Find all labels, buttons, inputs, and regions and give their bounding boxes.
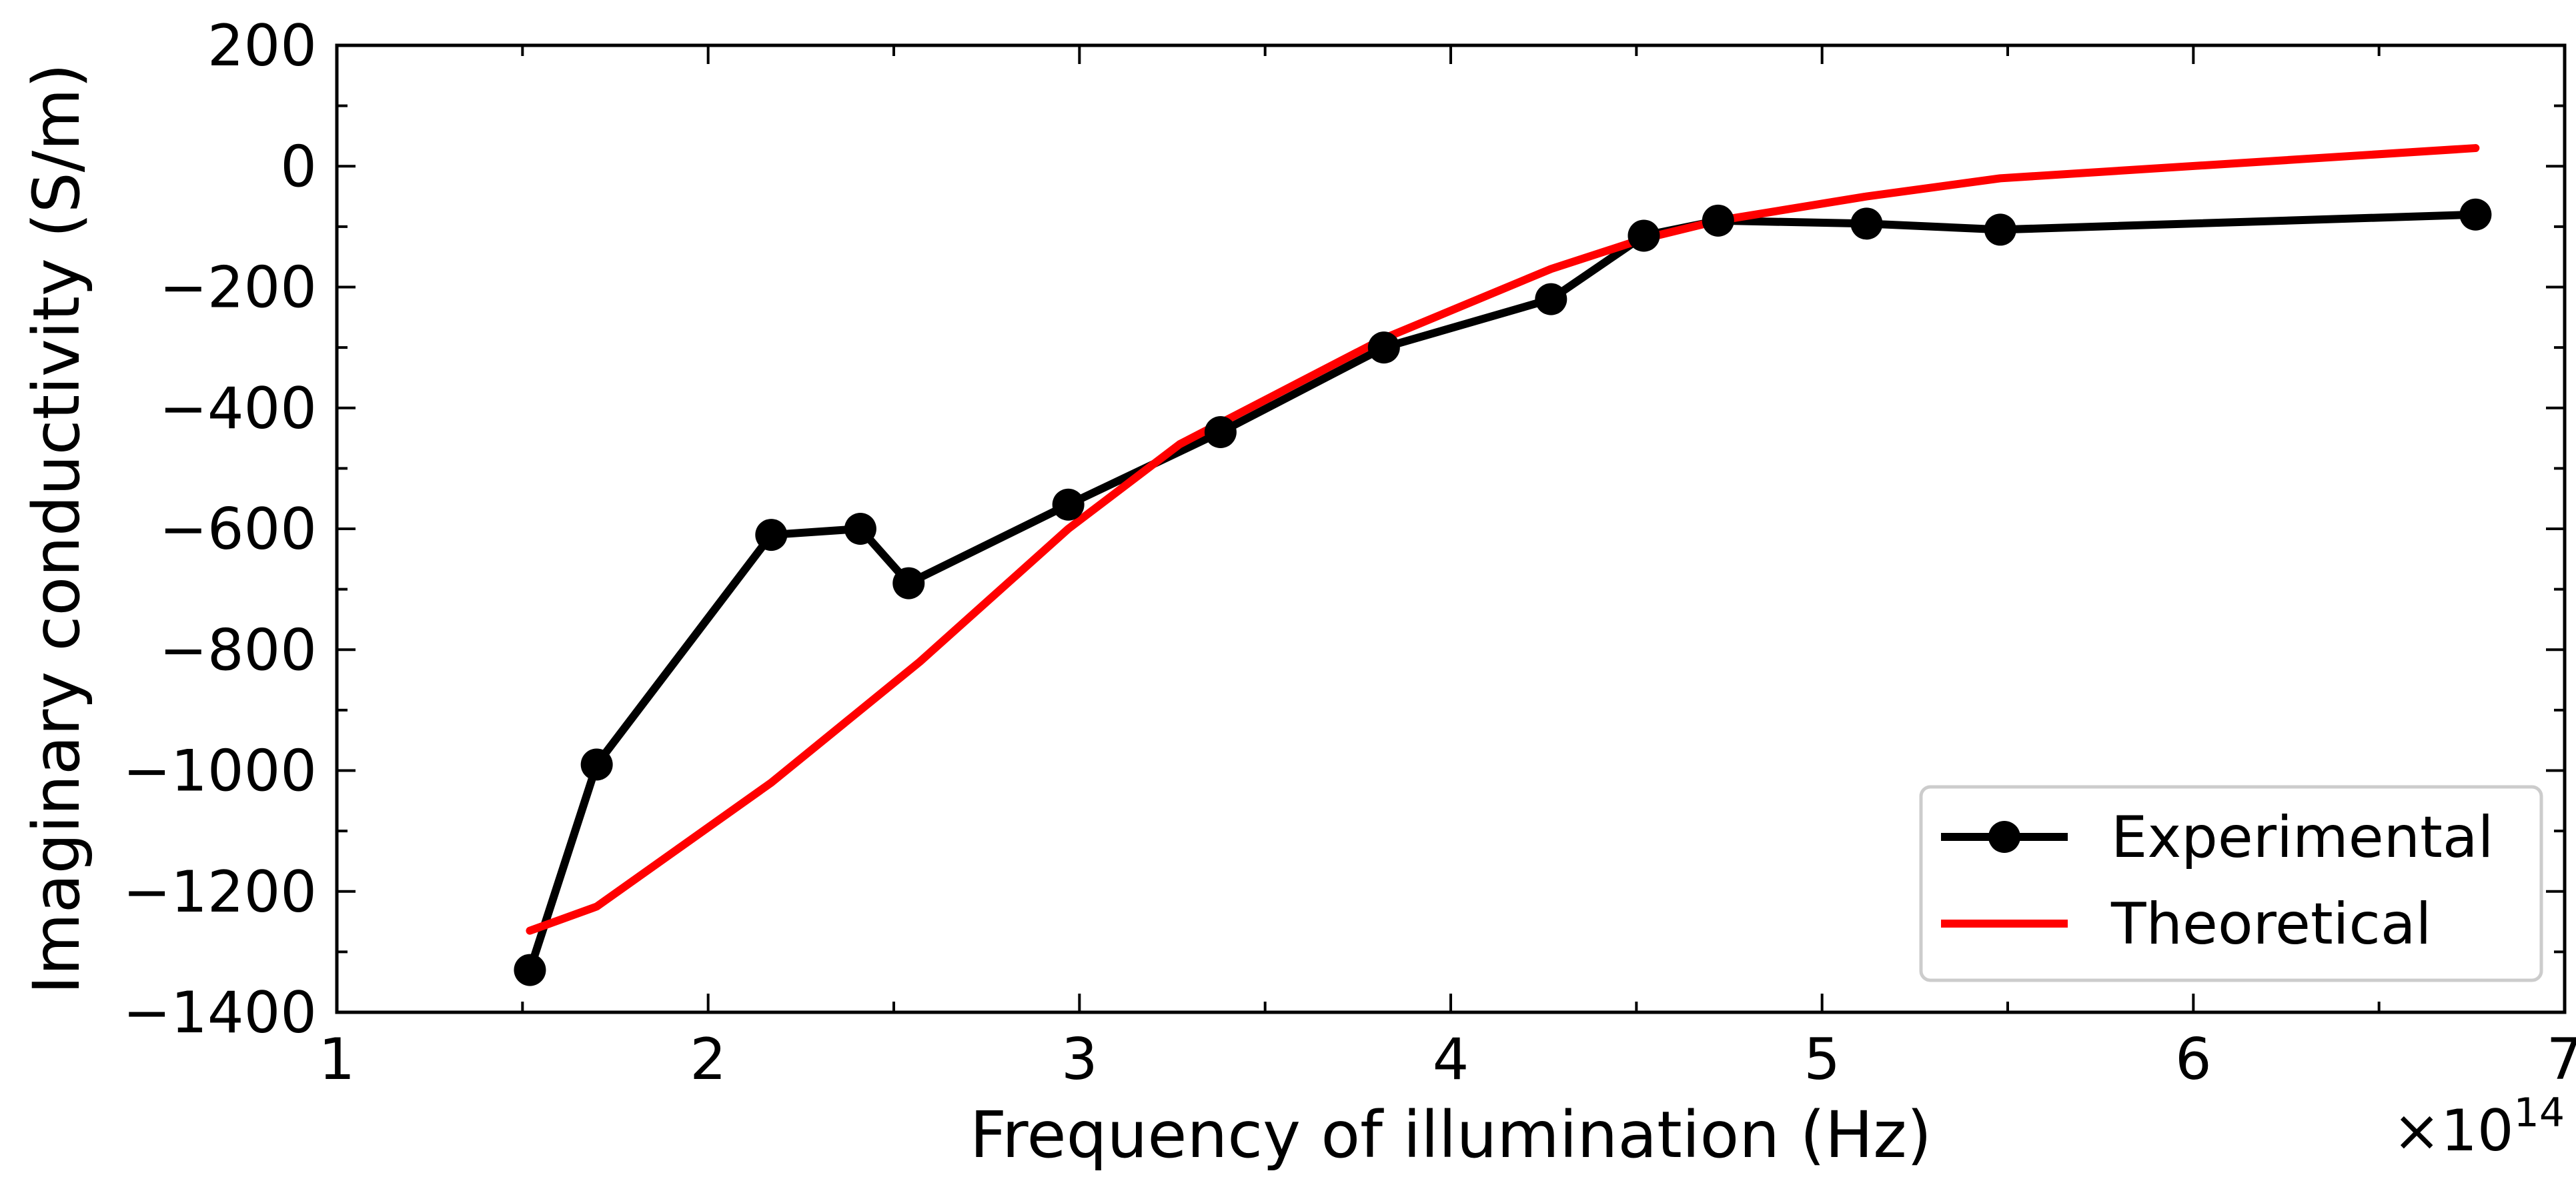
- data-point-experimental: [1702, 204, 1734, 237]
- x-tick-label: 6: [2175, 1026, 2212, 1093]
- x-tick-label: 5: [1804, 1026, 1840, 1093]
- legend-label-experimental: Experimental: [2111, 804, 2494, 871]
- y-tick-label: −400: [159, 375, 317, 442]
- y-tick-label: −1000: [123, 738, 317, 805]
- y-tick-label: 0: [280, 133, 317, 200]
- data-point-experimental: [1535, 283, 1567, 315]
- y-axis-title: Imaginary conductivity (S/m): [19, 63, 94, 994]
- legend-marker-experimental: [1988, 821, 2020, 853]
- data-point-experimental: [1367, 331, 1400, 364]
- x-axis-title: Frequency of illumination (Hz): [970, 1098, 1932, 1172]
- legend-label-theoretical: Theoretical: [2110, 891, 2431, 958]
- data-point-experimental: [755, 519, 788, 551]
- data-point-experimental: [1052, 488, 1085, 521]
- y-tick-label: −200: [159, 255, 317, 321]
- legend-box: [1919, 785, 2543, 982]
- x-tick-label: 3: [1061, 1026, 1098, 1093]
- data-point-experimental: [1204, 416, 1237, 448]
- x-axis-scale-exponent: 14: [2514, 1090, 2565, 1136]
- x-axis-scale-factor: ×1014: [2393, 1090, 2565, 1164]
- y-tick-label: −800: [159, 617, 317, 684]
- data-point-experimental: [514, 954, 546, 986]
- legend: Experimental Theoretical: [1919, 785, 2543, 982]
- x-tick-label: 1: [319, 1026, 356, 1093]
- series-group: [514, 144, 2492, 986]
- data-point-experimental: [892, 567, 925, 600]
- data-point-experimental: [1984, 213, 2016, 246]
- x-tick-label: 4: [1433, 1026, 1469, 1093]
- y-tick-label: −1200: [123, 859, 317, 926]
- x-axis-scale-base: ×10: [2393, 1098, 2514, 1164]
- plot-frame: [335, 43, 2567, 1014]
- x-tick-label: 2: [690, 1026, 726, 1093]
- axis-tick-labels: 1 2 3 4 5 6 7 200 0 −200 −400 −600 −800 −1000 −1200 −14…: [123, 13, 2576, 1093]
- data-point-experimental: [2459, 198, 2492, 231]
- y-tick-label: −1400: [123, 980, 317, 1046]
- data-point-experimental: [1850, 207, 1883, 240]
- data-point-experimental: [844, 513, 876, 545]
- y-tick-label: 200: [207, 13, 317, 79]
- data-point-experimental: [580, 748, 613, 781]
- x-tick-label: 7: [2547, 1026, 2576, 1093]
- y-tick-label: −600: [159, 496, 317, 563]
- data-point-experimental: [1628, 219, 1660, 252]
